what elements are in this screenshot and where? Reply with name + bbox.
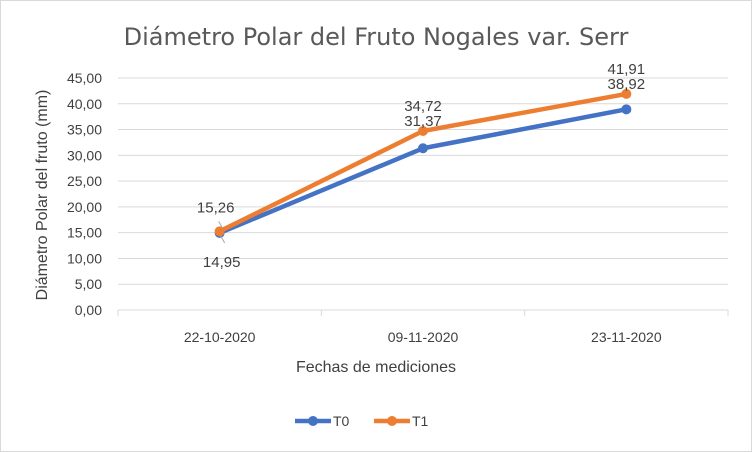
x-tick-label: 23-11-2020 bbox=[591, 329, 662, 345]
y-tick-label: 5,00 bbox=[75, 276, 102, 292]
chart-title: Diámetro Polar del Fruto Nogales var. Se… bbox=[124, 23, 629, 51]
data-point-t0 bbox=[418, 143, 428, 154]
gridlines bbox=[117, 77, 729, 316]
data-label-t1: 34,72 bbox=[404, 98, 442, 115]
legend-marker-t0 bbox=[308, 416, 318, 426]
legend: T0 T1 bbox=[295, 413, 429, 429]
y-tick-label: 45,00 bbox=[67, 70, 102, 86]
data-point-t1 bbox=[621, 88, 632, 99]
x-tick-label: 09-11-2020 bbox=[388, 329, 459, 345]
legend-label-t1: T1 bbox=[412, 413, 429, 429]
data-point-t1 bbox=[214, 226, 225, 237]
y-tick-label: 35,00 bbox=[67, 122, 102, 138]
leader-line bbox=[220, 235, 226, 244]
x-tick-label: 22-10-2020 bbox=[184, 329, 256, 345]
data-label-t0: 38,92 bbox=[608, 76, 646, 93]
y-tick-label: 20,00 bbox=[67, 199, 102, 215]
data-label-t0: 14,95 bbox=[203, 254, 241, 271]
data-point-t0 bbox=[621, 104, 632, 115]
x-axis-title: Fechas de mediciones bbox=[296, 359, 456, 376]
y-tick-label: 40,00 bbox=[67, 96, 102, 112]
y-tick-label: 0,00 bbox=[75, 302, 102, 318]
data-point-t1 bbox=[418, 125, 428, 136]
y-tick-label: 15,00 bbox=[67, 225, 102, 241]
leader-line bbox=[218, 221, 224, 229]
y-tick-label: 25,00 bbox=[67, 173, 102, 189]
legend-label-t0: T0 bbox=[333, 413, 350, 429]
y-tick-labels: 0,00 5,00 10,00 15,00 20,00 25,00 30,00 35,00 40… bbox=[67, 70, 102, 318]
y-tick-label: 10,00 bbox=[67, 250, 102, 266]
y-axis-title: Diámetro Polar del fruto (mm) bbox=[34, 90, 51, 301]
data-label-t1: 15,26 bbox=[197, 199, 235, 216]
y-tick-label: 30,00 bbox=[67, 147, 102, 163]
legend-marker-t1 bbox=[387, 416, 397, 426]
series-group bbox=[214, 88, 632, 238]
data-label-t1: 41,91 bbox=[608, 61, 646, 78]
x-tick-labels: 22-10-2020 09-11-2020 23-11-2020 bbox=[184, 329, 662, 345]
data-label-t0: 31,37 bbox=[404, 113, 442, 130]
